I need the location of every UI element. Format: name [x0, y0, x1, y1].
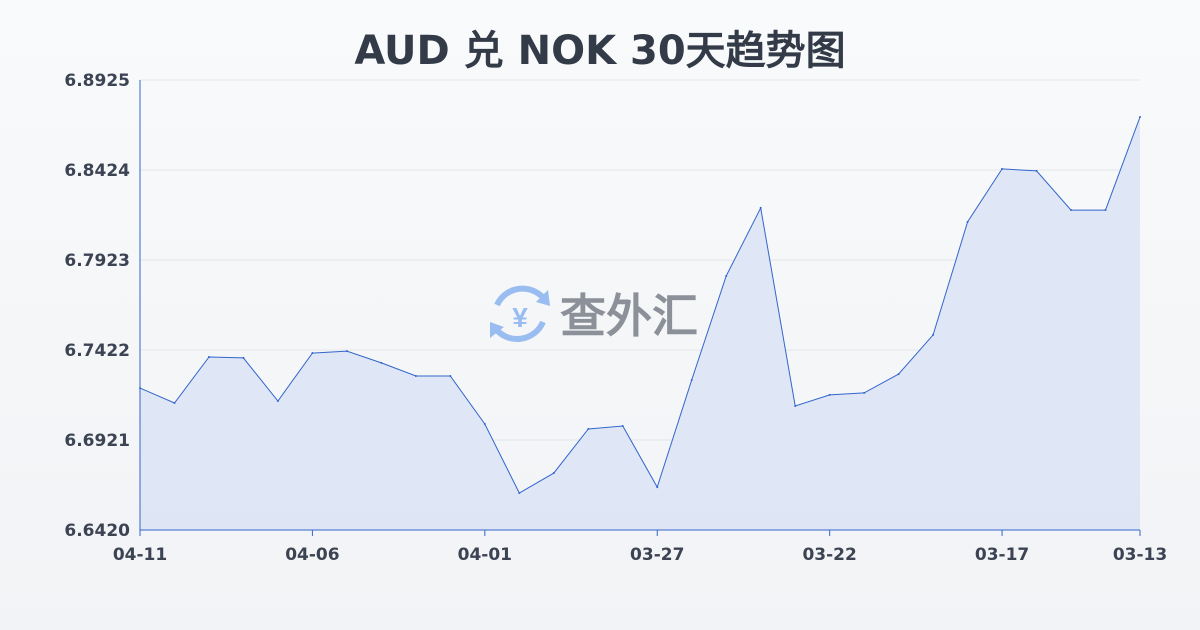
x-tick-label: 04-06 — [285, 545, 339, 565]
data-point — [1070, 209, 1073, 212]
data-point — [621, 424, 624, 427]
y-tick-label: 6.6420 — [64, 521, 130, 541]
watermark-text: 查外汇 — [560, 289, 698, 343]
x-tick-label: 03-27 — [630, 545, 684, 565]
x-tick-label: 03-13 — [1113, 545, 1167, 565]
data-point — [966, 220, 969, 223]
data-point — [759, 206, 762, 209]
data-point — [483, 423, 486, 426]
data-point — [207, 356, 210, 359]
data-point — [345, 350, 348, 353]
x-tick-label: 04-01 — [458, 545, 512, 565]
y-tick-label: 6.8925 — [64, 71, 130, 91]
svg-text:¥: ¥ — [512, 302, 528, 333]
data-point — [552, 472, 555, 475]
data-point — [932, 333, 935, 336]
data-point — [242, 356, 245, 359]
data-point — [1001, 167, 1004, 170]
data-point — [518, 491, 521, 494]
data-point — [897, 373, 900, 376]
y-tick-label: 6.8424 — [64, 161, 130, 181]
data-point — [828, 393, 831, 396]
data-point — [380, 361, 383, 364]
x-tick-label: 03-17 — [975, 545, 1029, 565]
data-point — [1139, 116, 1141, 119]
data-point — [587, 428, 590, 431]
data-point — [311, 352, 314, 355]
data-point — [794, 405, 797, 408]
data-point — [690, 379, 693, 381]
data-point — [725, 274, 728, 277]
data-point — [173, 401, 176, 404]
y-tick-label: 6.7422 — [64, 341, 130, 361]
y-tick-label: 6.7923 — [64, 251, 130, 271]
data-point — [1104, 209, 1107, 212]
area-fill — [140, 117, 1140, 530]
data-point — [656, 486, 659, 489]
data-point — [1035, 169, 1038, 172]
yen-exchange-icon: ¥ — [490, 285, 550, 342]
x-tick-label: 03-22 — [802, 545, 856, 565]
series-line — [139, 116, 1141, 494]
x-tick-label: 04-11 — [113, 545, 167, 565]
data-point — [863, 391, 866, 394]
chart-title: AUD 兑 NOK 30天趋势图 — [354, 28, 846, 74]
watermark: ¥ 查外汇 — [490, 285, 698, 343]
data-point — [276, 400, 279, 403]
y-tick-label: 6.6921 — [64, 431, 130, 451]
data-point — [414, 375, 417, 378]
data-point — [449, 375, 452, 378]
